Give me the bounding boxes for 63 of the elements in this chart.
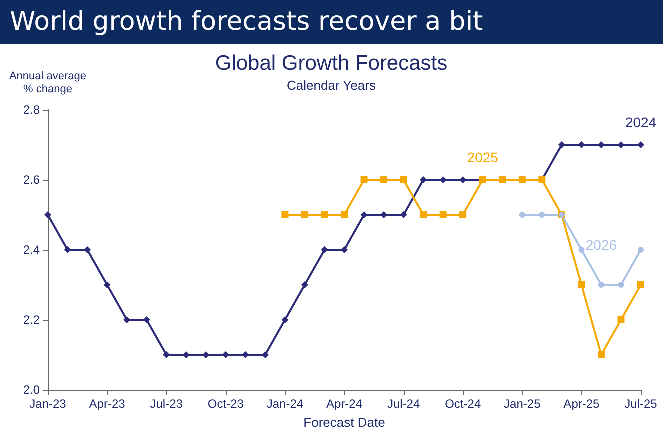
point (64, 246, 72, 254)
point (578, 282, 586, 288)
point (598, 282, 604, 288)
y-tick-label: 2.4 (23, 243, 40, 257)
x-tick-label: Jan-24 (266, 397, 304, 411)
y-tick-label: 2.2 (23, 313, 40, 327)
x-axis-title: Forecast Date (304, 415, 386, 430)
x-tick-label: Apr-25 (564, 397, 600, 411)
point (598, 352, 605, 358)
point (440, 176, 447, 184)
x-tick-label: Jul-24 (387, 397, 420, 411)
point (618, 142, 625, 148)
point (360, 212, 368, 218)
x-tick-label: Jan-25 (504, 397, 542, 411)
point (84, 246, 92, 254)
point (618, 282, 624, 288)
point (519, 212, 526, 218)
y-tick-label: 2.6 (23, 173, 40, 187)
point (341, 246, 348, 254)
point (341, 212, 348, 218)
point (44, 212, 52, 218)
point (638, 282, 644, 288)
point (182, 352, 190, 358)
point (301, 212, 308, 218)
x-tick-label: Oct-24 (445, 397, 482, 411)
point (400, 176, 408, 184)
point (420, 212, 428, 218)
point (558, 142, 566, 148)
point (301, 282, 308, 288)
point (242, 352, 250, 358)
point (202, 352, 210, 358)
x-tick-label: Jul-23 (150, 397, 184, 411)
point (282, 212, 289, 218)
point (321, 212, 328, 218)
point (638, 247, 644, 253)
point (321, 246, 328, 254)
x-tick-label: Apr-24 (326, 397, 363, 411)
y-tick-label: 2.0 (23, 383, 40, 397)
point (578, 247, 585, 253)
series-label: 2026 (586, 237, 618, 253)
point (104, 282, 111, 288)
point (282, 316, 289, 324)
x-tick-label: Jan-23 (30, 397, 67, 411)
point (360, 176, 368, 184)
point (638, 142, 644, 148)
x-tick-label: Oct-23 (208, 397, 244, 411)
point (618, 316, 625, 324)
x-tick-label: Jul-25 (624, 397, 658, 411)
point (578, 142, 586, 148)
y-tick-label: 2.8 (23, 103, 40, 117)
y-axis-title: Annual average % change (9, 70, 87, 96)
point (440, 212, 447, 218)
series-label: 2025 (467, 150, 499, 166)
point (400, 212, 408, 218)
point (380, 176, 388, 184)
x-tick-label: Apr-23 (89, 397, 126, 411)
text: Calendar Years (287, 78, 376, 93)
series-label: 2024 (625, 114, 657, 130)
point (143, 316, 150, 324)
chart-title: World growth forecasts recover a bit (0, 0, 663, 44)
chart-subtitle: Global Growth Forecasts (215, 52, 448, 75)
point (460, 212, 467, 218)
point (539, 212, 546, 218)
